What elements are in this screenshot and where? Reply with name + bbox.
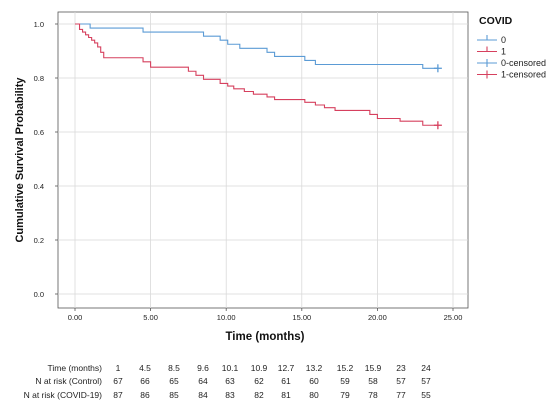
risk-table-cell: 64 [198,376,208,386]
risk-table-row-label: N at risk (COVID-19) [24,390,103,400]
legend-item-0: 0 [477,35,506,45]
risk-table-row-label: N at risk (Control) [35,376,102,386]
legend-label: 1 [501,47,506,57]
y-tick-label: 0.0 [34,290,44,299]
x-tick-label: 15.00 [292,313,311,322]
y-tick-label: 0.2 [34,236,44,245]
risk-table-cell: 67 [113,376,123,386]
grid-lines [58,12,468,308]
risk-table-time: 10.9 [251,363,268,373]
risk-table-time: 8.5 [168,363,180,373]
risk-table-cell: 87 [113,390,123,400]
y-tick-label: 0.4 [34,182,44,191]
censor-mark-0 [433,64,442,73]
series-line-0 [75,23,438,69]
series-line-1 [75,23,438,126]
risk-table-cell: 85 [169,390,179,400]
risk-table-time: 13.2 [306,363,323,373]
risk-table-cell: 65 [169,376,179,386]
x-tick-label: 20.00 [368,313,387,322]
risk-table-time: 10.1 [222,363,239,373]
risk-table-cell: 86 [140,390,150,400]
legend-label: 0-censored [501,58,546,68]
censor-mark-1 [433,121,442,130]
legend: COVID 0 10-censored 1-censored [477,15,546,80]
risk-table-cell: 61 [281,376,291,386]
x-tick-label: 0.00 [68,313,83,322]
risk-table-cell: 55 [421,390,431,400]
risk-table-cell: 80 [309,390,319,400]
x-axis-title: Time (months) [225,331,304,343]
y-tick-label: 0.8 [34,74,44,83]
risk-table-cell: 77 [396,390,406,400]
risk-table-time: 9.6 [197,363,209,373]
y-axis-title: Cumulative Survival Probability [14,77,26,243]
risk-table-time: 4.5 [139,363,151,373]
risk-table-cell: 81 [281,390,291,400]
risk-table: Time (months) 1 4.5 8.5 9.6 10.1 10.9 12.7 13.2 1… [24,363,431,400]
risk-table-cell: 63 [225,376,235,386]
risk-table-cell: 62 [254,376,264,386]
legend-title: COVID [479,15,513,27]
risk-table-cell: 82 [254,390,264,400]
risk-table-cell: 58 [368,376,378,386]
risk-table-time: 1 [116,363,121,373]
y-tick-label: 0.6 [34,128,44,137]
risk-table-cell: 83 [225,390,235,400]
risk-table-cell: 84 [198,390,208,400]
x-tick-label: 5.00 [143,313,158,322]
risk-table-cell: 60 [309,376,319,386]
risk-table-time: 24 [421,363,431,373]
risk-table-cell: 57 [396,376,406,386]
x-tick-label: 25.00 [444,313,463,322]
survival-curves [75,23,442,130]
risk-table-time: 15.9 [365,363,382,373]
risk-table-cell: 66 [140,376,150,386]
legend-item-1-censored: 1-censored [477,70,546,80]
plot-area [57,11,469,309]
risk-table-cell: 59 [340,376,350,386]
legend-item-0-censored: 0-censored [477,58,546,68]
legend-item-1: 1 [477,46,506,57]
legend-label: 1-censored [501,70,546,80]
axis-ticks: 0.00 5.00 10.00 15.00 20.00 25.00 0.0 0.2 0.4 0.6… [34,20,463,322]
risk-table-time: 15.2 [337,363,354,373]
y-tick-label: 1.0 [34,20,44,29]
risk-table-time: 23 [396,363,406,373]
risk-table-header-label: Time (months) [48,363,103,373]
risk-table-cell: 78 [368,390,378,400]
risk-table-cell: 57 [421,376,431,386]
risk-table-cell: 79 [340,390,350,400]
risk-table-time: 12.7 [278,363,295,373]
x-tick-label: 10.00 [217,313,236,322]
legend-label: 0 [501,35,506,45]
